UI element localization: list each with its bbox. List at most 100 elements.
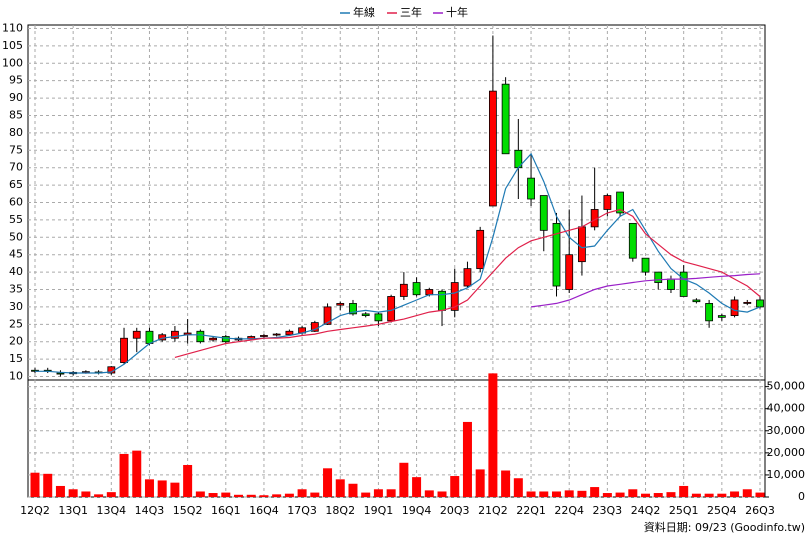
volume-bar (602, 493, 612, 497)
candle-body (667, 278, 675, 290)
x-tick-label: 25Q4 (707, 504, 737, 517)
volume-bar (221, 492, 231, 497)
x-tick-label: 23Q3 (593, 504, 623, 517)
candle-body (171, 330, 179, 339)
x-tick-label: 25Q1 (669, 504, 699, 517)
x-tick-label: 17Q3 (287, 504, 317, 517)
y2-tick-label: 0 (798, 490, 805, 503)
volume-bar (704, 493, 714, 497)
candle-body (743, 301, 752, 304)
volume-bar (297, 489, 307, 497)
volume-bar (208, 493, 218, 497)
y-tick-label: 45 (9, 248, 23, 261)
volume-bar (94, 494, 104, 497)
volume-bar (450, 476, 460, 497)
candle-body (387, 296, 396, 322)
y-tick-label: 40 (9, 265, 23, 278)
volume-bar (501, 470, 511, 497)
x-tick-label: 12Q2 (20, 504, 50, 517)
volume-bar (513, 478, 523, 497)
candle-body (705, 303, 714, 322)
x-tick-label: 15Q2 (173, 504, 203, 517)
y-tick-label: 50 (9, 230, 23, 243)
candle-body (221, 336, 230, 343)
candle-body (552, 222, 561, 287)
ma-line (531, 273, 761, 308)
volume-bar (424, 490, 434, 497)
x-tick-label: 13Q4 (96, 504, 126, 517)
x-tick-label: 22Q1 (516, 504, 546, 517)
x-tick-label: 16Q1 (211, 504, 241, 517)
x-tick-label: 19Q4 (402, 504, 432, 517)
volume-bar (361, 492, 371, 497)
volume-bar (462, 421, 472, 497)
x-tick-label: 24Q2 (631, 504, 661, 517)
volume-bar (653, 493, 663, 497)
candle-body (285, 330, 294, 336)
y-tick-label: 110 (2, 21, 23, 34)
volume-bar (526, 491, 536, 497)
volume-bar (437, 491, 447, 497)
candle-body (692, 299, 701, 303)
y-tick-label: 85 (9, 108, 23, 121)
volume-bar (691, 493, 701, 497)
candle-body (730, 299, 739, 317)
candle-body (476, 229, 485, 270)
volume-bar (55, 485, 65, 497)
volume-bar (119, 453, 129, 497)
volume-bar (30, 472, 40, 497)
y-tick-label: 100 (2, 56, 23, 69)
volume-bar (259, 495, 269, 497)
candle-body (209, 337, 217, 341)
y-tick-label: 15 (9, 352, 23, 365)
volume-bar (335, 479, 345, 497)
volume-bar (170, 482, 180, 497)
candle-body (132, 330, 141, 339)
volume-bar (666, 492, 676, 497)
candle-body (412, 282, 421, 296)
y2-tick-label: 10,000 (767, 468, 806, 481)
volume-bar (43, 473, 53, 497)
volume-bar (717, 493, 727, 497)
candle-body (565, 254, 574, 290)
candle-body (349, 303, 357, 315)
volume-bar (679, 485, 689, 497)
volume-bar (628, 489, 638, 497)
volume-bar (488, 373, 498, 497)
candle-body (488, 90, 497, 207)
candle-body (501, 83, 510, 155)
candle-body (756, 299, 764, 308)
x-tick-label: 18Q2 (325, 504, 355, 517)
candle-body (603, 195, 612, 210)
x-tick-label: 20Q3 (440, 504, 470, 517)
y-tick-label: 75 (9, 143, 23, 156)
y-tick-label: 90 (9, 91, 23, 104)
candle-body (323, 306, 332, 325)
volume-bar (195, 491, 205, 497)
volume-bar (590, 487, 600, 497)
volume-bar (81, 491, 91, 497)
candle-body (374, 313, 383, 322)
x-tick-label: 22Q4 (554, 504, 584, 517)
candle-body (425, 289, 434, 296)
candle-body (616, 191, 624, 214)
volume-bar (68, 489, 78, 497)
y-tick-label: 105 (2, 39, 23, 52)
x-tick-label: 13Q1 (58, 504, 88, 517)
x-tick-label: 14Q3 (135, 504, 165, 517)
candle-body (450, 282, 459, 311)
y-tick-label: 80 (9, 126, 23, 139)
candle-body (336, 303, 345, 306)
volume-bar (730, 491, 740, 497)
volume-bar (615, 492, 625, 497)
candle-body (145, 330, 154, 344)
candle-body (539, 195, 548, 231)
volume-bar (539, 491, 549, 497)
x-tick-label: 21Q2 (478, 504, 508, 517)
y-tick-label: 95 (9, 74, 23, 87)
x-tick-label: 16Q4 (249, 504, 279, 517)
y2-tick-label: 40,000 (767, 402, 806, 415)
candle-body (654, 271, 663, 283)
y-tick-label: 25 (9, 317, 23, 330)
